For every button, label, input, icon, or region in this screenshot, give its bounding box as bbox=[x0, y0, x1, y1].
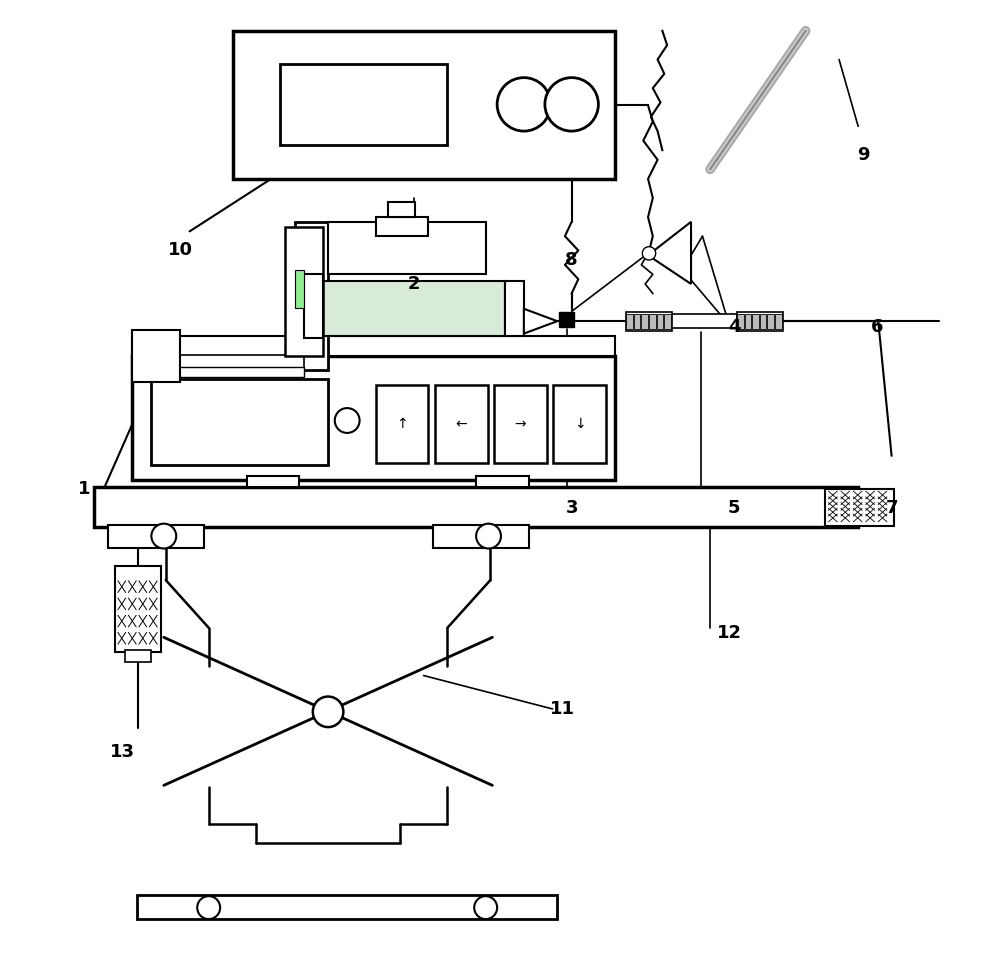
Bar bbox=[760, 314, 766, 328]
Bar bbox=[376, 217, 428, 236]
Text: ←: ← bbox=[456, 418, 467, 431]
Text: ↑: ↑ bbox=[396, 418, 408, 431]
Circle shape bbox=[313, 697, 343, 727]
Bar bbox=[672, 315, 737, 328]
Bar bbox=[323, 281, 505, 336]
Circle shape bbox=[545, 78, 598, 131]
Text: 9: 9 bbox=[857, 146, 869, 164]
Text: 1: 1 bbox=[78, 481, 91, 498]
Bar bbox=[559, 312, 574, 327]
Text: 13: 13 bbox=[110, 743, 135, 761]
Bar bbox=[233, 31, 615, 179]
Bar bbox=[280, 64, 447, 145]
Bar bbox=[151, 355, 304, 368]
Bar bbox=[132, 329, 180, 383]
Bar bbox=[376, 385, 428, 463]
Bar bbox=[649, 314, 656, 328]
Bar bbox=[767, 314, 774, 328]
Bar bbox=[285, 227, 323, 356]
Bar bbox=[115, 566, 161, 651]
Bar bbox=[132, 336, 615, 356]
Circle shape bbox=[197, 896, 220, 919]
Bar bbox=[634, 314, 640, 328]
Bar bbox=[388, 202, 415, 217]
Bar bbox=[737, 312, 783, 330]
Text: ↓: ↓ bbox=[574, 418, 586, 431]
Bar bbox=[825, 489, 894, 525]
Text: 11: 11 bbox=[550, 700, 575, 718]
Bar bbox=[247, 476, 299, 487]
Bar bbox=[328, 222, 486, 274]
Text: 8: 8 bbox=[565, 251, 578, 269]
Circle shape bbox=[642, 247, 656, 260]
Bar bbox=[745, 314, 751, 328]
Bar bbox=[295, 269, 304, 308]
Bar bbox=[476, 476, 529, 487]
Circle shape bbox=[476, 523, 501, 548]
Bar bbox=[657, 314, 663, 328]
Text: 12: 12 bbox=[717, 623, 742, 641]
Text: 10: 10 bbox=[168, 241, 193, 260]
Bar bbox=[737, 314, 744, 328]
Polygon shape bbox=[524, 309, 557, 333]
Text: 6: 6 bbox=[871, 318, 884, 336]
Circle shape bbox=[151, 523, 176, 548]
Circle shape bbox=[474, 896, 497, 919]
Bar bbox=[132, 356, 615, 480]
Polygon shape bbox=[648, 222, 691, 284]
Bar bbox=[151, 380, 328, 465]
Bar bbox=[108, 524, 204, 548]
Bar bbox=[435, 385, 488, 463]
Text: 3: 3 bbox=[565, 499, 578, 517]
Circle shape bbox=[335, 408, 360, 433]
Bar bbox=[775, 314, 782, 328]
Bar bbox=[137, 895, 557, 919]
Bar bbox=[125, 650, 151, 662]
Text: 5: 5 bbox=[728, 499, 740, 517]
Bar bbox=[94, 487, 858, 527]
Bar bbox=[553, 385, 606, 463]
Bar bbox=[151, 367, 304, 377]
Bar bbox=[433, 524, 529, 548]
Text: →: → bbox=[515, 418, 526, 431]
Bar bbox=[626, 312, 672, 330]
Text: 7: 7 bbox=[885, 499, 898, 517]
Bar bbox=[664, 314, 671, 328]
Bar bbox=[505, 281, 524, 336]
Bar bbox=[752, 314, 759, 328]
Bar bbox=[626, 314, 633, 328]
Text: 4: 4 bbox=[728, 318, 740, 336]
Bar bbox=[494, 385, 547, 463]
Bar bbox=[304, 274, 323, 338]
Bar bbox=[641, 314, 648, 328]
Bar bbox=[295, 222, 328, 370]
Circle shape bbox=[497, 78, 551, 131]
Text: 2: 2 bbox=[408, 275, 420, 293]
